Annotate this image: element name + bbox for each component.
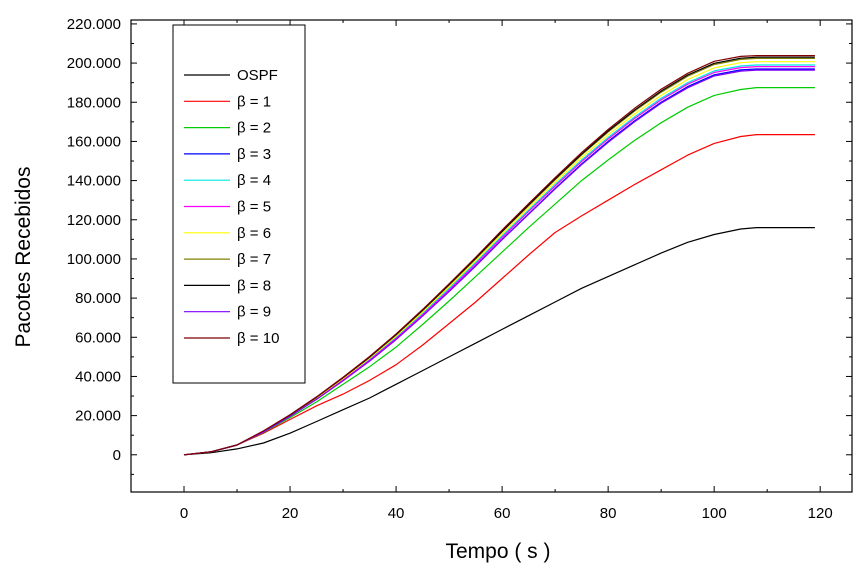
plot-frame — [130, 19, 853, 493]
y-tick-label: 60.000 — [75, 329, 121, 346]
legend-label: β = 6 — [237, 225, 271, 242]
y-tick-label: 200.000 — [67, 55, 121, 72]
y-tick-label: 180.000 — [67, 94, 121, 111]
series-line-1 — [183, 134, 815, 456]
x-tick-label: 120 — [808, 505, 833, 522]
y-tick-label: 120.000 — [67, 212, 121, 229]
legend-box — [172, 24, 306, 384]
legend: OSPF β = 1 β = 2 β = 3 β = 4 β = 5 β = 6 β = 7 β… — [172, 24, 306, 384]
y-axis-ticks: 0 20.000 40.000 60.000 80.000 100.000 120.000 1… — [67, 16, 852, 475]
legend-label: β = 1 — [237, 93, 271, 110]
legend-label: β = 10 — [237, 330, 279, 347]
y-axis-title: Pacotes Recebidos — [12, 167, 35, 348]
x-tick-label: 20 — [282, 505, 299, 522]
y-tick-label: 160.000 — [67, 133, 121, 150]
series-lines — [183, 54, 815, 456]
legend-label: β = 5 — [237, 199, 271, 216]
y-tick-label: 20.000 — [75, 408, 121, 425]
legend-label: β = 2 — [237, 120, 271, 137]
y-tick-label: 100.000 — [67, 251, 121, 268]
y-tick-label: 80.000 — [75, 290, 121, 307]
y-tick-label: 0 — [113, 447, 121, 464]
x-axis-title: Tempo ( s ) — [445, 540, 550, 563]
y-tick-label: 140.000 — [67, 173, 121, 190]
series-line-2 — [183, 86, 815, 456]
legend-label: β = 4 — [237, 172, 271, 189]
series-line-10 — [183, 54, 815, 456]
legend-label: β = 9 — [237, 304, 271, 321]
legend-label: β = 8 — [237, 277, 271, 294]
x-axis-ticks: 0 20 40 60 80 100 120 — [130, 20, 833, 522]
legend-label: β = 7 — [237, 251, 271, 268]
x-tick-label: 80 — [600, 505, 617, 522]
x-tick-label: 100 — [702, 505, 727, 522]
x-tick-label: 0 — [180, 505, 188, 522]
x-tick-label: 40 — [388, 505, 405, 522]
legend-label: β = 3 — [237, 146, 271, 163]
series-line-0 — [183, 227, 815, 456]
y-tick-label: 220.000 — [67, 16, 121, 33]
series-line-9 — [183, 69, 815, 456]
legend-label: OSPF — [237, 67, 278, 84]
x-tick-label: 60 — [494, 505, 511, 522]
y-tick-label: 40.000 — [75, 368, 121, 385]
